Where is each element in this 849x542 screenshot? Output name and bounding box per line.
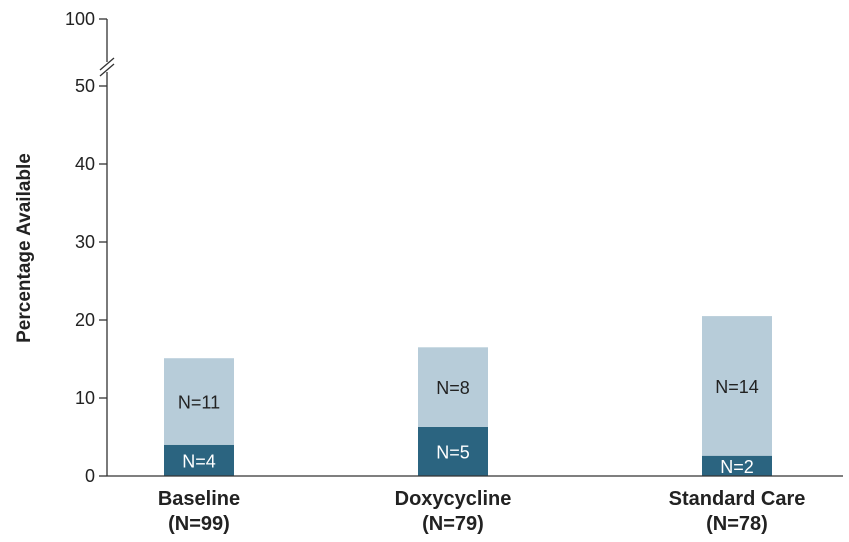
x-category-label: Standard Care bbox=[669, 488, 806, 510]
bar-data-label: N=8 bbox=[436, 378, 470, 398]
x-category-label: Doxycycline bbox=[395, 488, 512, 510]
x-axis: Baseline (N=99) Doxycycline (N=79) Standard … bbox=[107, 475, 843, 535]
x-category-n-label: (N=79) bbox=[422, 513, 484, 535]
axis-break-mark bbox=[99, 57, 115, 71]
x-category-n-label: (N=99) bbox=[168, 513, 230, 535]
x-category-n-label: (N=78) bbox=[706, 513, 768, 535]
bar-segment bbox=[164, 358, 234, 445]
y-tick-label: 50 bbox=[75, 76, 95, 96]
bar-segment bbox=[702, 316, 772, 456]
bar-segment bbox=[702, 455, 772, 476]
y-tick-label: 30 bbox=[75, 232, 95, 252]
bar-data-label: N=5 bbox=[436, 442, 470, 462]
y-tick-label: 20 bbox=[75, 310, 95, 330]
bar-segment bbox=[418, 347, 488, 427]
y-tick-label: 40 bbox=[75, 154, 95, 174]
y-axis: 0 10 20 30 40 50 100 bbox=[65, 9, 115, 486]
bar-data-label: N=2 bbox=[720, 457, 754, 477]
bar-data-label: N=11 bbox=[178, 393, 220, 413]
y-tick-label: 100 bbox=[65, 9, 95, 29]
y-tick-label: 10 bbox=[75, 388, 95, 408]
bar-data-label: N=14 bbox=[715, 377, 759, 397]
y-tick-label: 0 bbox=[85, 466, 95, 486]
bar-data-label: N=4 bbox=[182, 451, 216, 471]
x-category-label: Baseline bbox=[158, 488, 240, 510]
y-axis-title: Percentage Available bbox=[14, 153, 35, 343]
bar-segment bbox=[418, 426, 488, 476]
bars: N=4 N=11 N=5 N=8 N=2 N=14 bbox=[164, 316, 772, 477]
axis-break-mark bbox=[99, 63, 115, 77]
bar-segment bbox=[164, 444, 234, 476]
